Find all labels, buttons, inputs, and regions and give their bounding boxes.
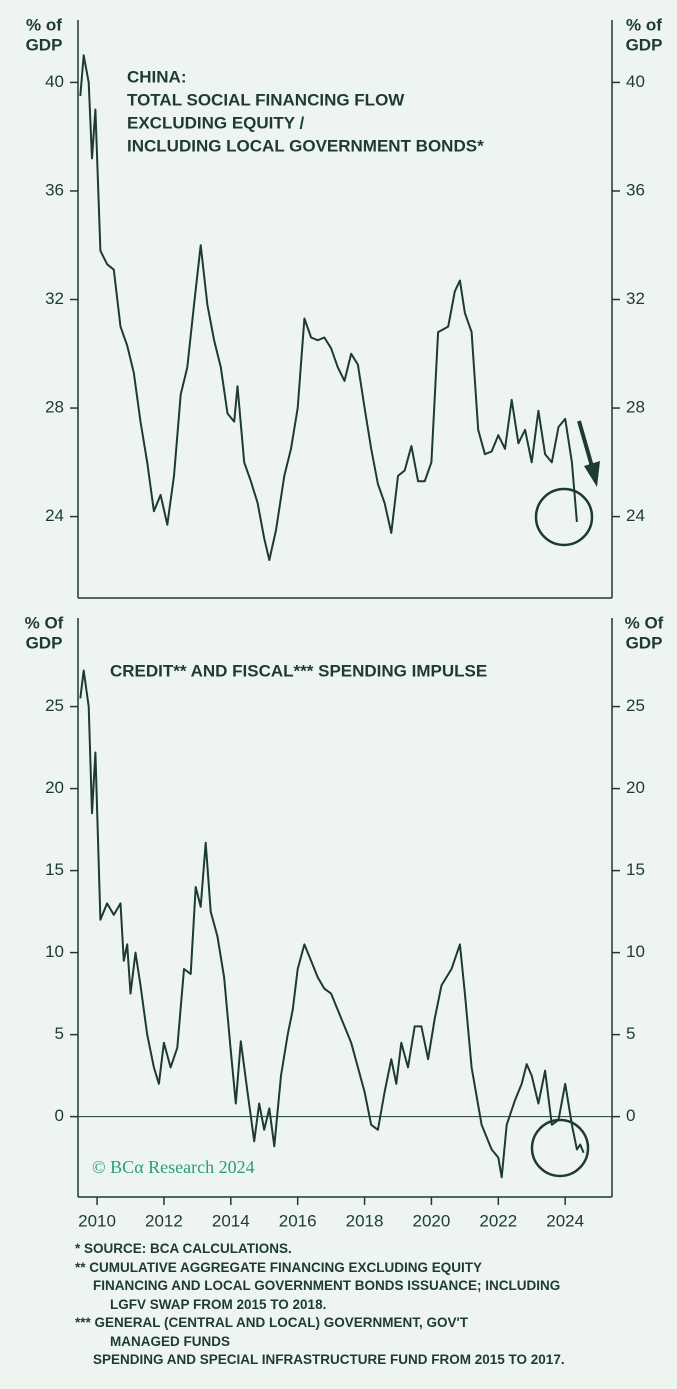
chart-title: INCLUDING LOCAL GOVERNMENT BONDS* [127,136,484,155]
x-tick-label: 2024 [546,1211,584,1230]
data-line [79,669,585,1179]
y-tick-label: 0 [55,1106,64,1125]
y-tick-label: 15 [45,860,64,879]
chart-title: CHINA: [127,67,187,86]
y-tick-label: 40 [626,72,645,91]
x-tick-label: 2010 [78,1211,116,1230]
y-tick-label: 10 [45,942,64,961]
chart-title: TOTAL SOCIAL FINANCING FLOW [127,90,405,109]
y-tick-label: 28 [626,398,645,417]
y-tick-label: 36 [626,180,645,199]
x-tick-label: 2018 [346,1211,384,1230]
highlight-circle [530,1118,590,1178]
footnote: FINANCING AND LOCAL GOVERNMENT BONDS ISS… [93,1278,561,1293]
y-axis-label: GDP [626,633,663,652]
y-tick-label: 15 [626,860,645,879]
y-axis-label: % Of [25,613,64,632]
y-tick-label: 32 [626,289,645,308]
y-tick-label: 36 [45,180,64,199]
y-tick-label: 40 [45,72,64,91]
y-tick-label: 32 [45,289,64,308]
y-tick-label: 5 [626,1024,635,1043]
y-tick-label: 0 [626,1106,635,1125]
y-axis-label: % of [26,15,62,34]
y-tick-label: 24 [45,506,64,525]
arrow [577,420,595,471]
y-tick-label: 25 [45,696,64,715]
y-tick-label: 24 [626,506,645,525]
y-axis-label: GDP [26,633,63,652]
x-tick-label: 2014 [212,1211,250,1230]
footnote: ** CUMULATIVE AGGREGATE FINANCING EXCLUD… [75,1259,483,1275]
footnote: MANAGED FUNDS [110,1333,230,1349]
data-line [79,54,578,561]
y-axis-label: % of [626,15,662,34]
y-axis-label: GDP [26,35,63,54]
y-tick-label: 25 [626,696,645,715]
x-tick-label: 2016 [279,1211,317,1230]
x-tick-label: 2022 [479,1211,517,1230]
y-tick-label: 28 [45,398,64,417]
footnote: *** GENERAL (CENTRAL AND LOCAL) GOVERNME… [75,1315,468,1330]
x-tick-label: 2012 [145,1211,183,1230]
y-tick-label: 10 [626,942,645,961]
footnote: LGFV SWAP FROM 2015 TO 2018. [110,1296,327,1312]
chart-title: EXCLUDING EQUITY / [127,113,305,132]
y-axis-label: % Of [625,613,664,632]
y-tick-label: 5 [55,1024,64,1043]
y-tick-label: 20 [626,778,645,797]
y-axis-label: GDP [626,35,663,54]
footnote: * SOURCE: BCA CALCULATIONS. [75,1241,292,1256]
highlight-circle [534,487,594,547]
y-tick-label: 20 [45,778,64,797]
footnote: SPENDING AND SPECIAL INFRASTRUCTURE FUND… [93,1352,565,1367]
x-tick-label: 2020 [413,1211,451,1230]
arrow-head [584,461,600,487]
chart-title: CREDIT** AND FISCAL*** SPENDING IMPULSE [110,661,487,680]
watermark: © BCα Research 2024 [92,1157,255,1177]
